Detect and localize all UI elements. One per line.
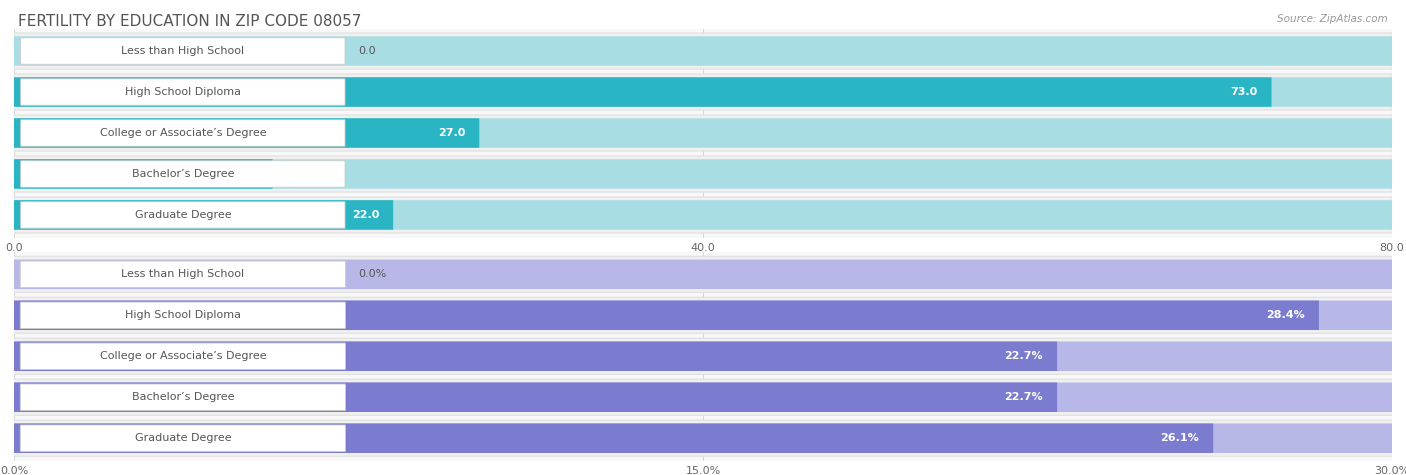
- FancyBboxPatch shape: [14, 36, 1392, 66]
- FancyBboxPatch shape: [21, 38, 344, 64]
- Text: Graduate Degree: Graduate Degree: [135, 433, 231, 443]
- FancyBboxPatch shape: [20, 384, 346, 410]
- FancyBboxPatch shape: [20, 343, 346, 370]
- FancyBboxPatch shape: [14, 301, 1319, 330]
- FancyBboxPatch shape: [14, 423, 1392, 453]
- FancyBboxPatch shape: [14, 77, 1271, 107]
- Text: High School Diploma: High School Diploma: [125, 310, 240, 320]
- Text: Less than High School: Less than High School: [121, 46, 245, 56]
- FancyBboxPatch shape: [14, 156, 1392, 192]
- FancyBboxPatch shape: [14, 382, 1057, 412]
- FancyBboxPatch shape: [14, 115, 1392, 151]
- FancyBboxPatch shape: [20, 261, 346, 287]
- FancyBboxPatch shape: [14, 342, 1392, 371]
- Text: 15.0: 15.0: [232, 169, 259, 179]
- Text: Bachelor’s Degree: Bachelor’s Degree: [132, 392, 235, 402]
- FancyBboxPatch shape: [14, 159, 1392, 189]
- FancyBboxPatch shape: [14, 77, 1392, 107]
- FancyBboxPatch shape: [14, 259, 1392, 289]
- Text: 22.7%: 22.7%: [1004, 351, 1043, 361]
- Text: 73.0: 73.0: [1230, 87, 1257, 97]
- FancyBboxPatch shape: [13, 256, 1393, 292]
- FancyBboxPatch shape: [14, 118, 479, 148]
- Text: 22.0: 22.0: [352, 210, 380, 220]
- FancyBboxPatch shape: [13, 379, 1393, 415]
- FancyBboxPatch shape: [21, 79, 344, 105]
- Text: Less than High School: Less than High School: [121, 269, 245, 279]
- FancyBboxPatch shape: [20, 425, 346, 451]
- Text: FERTILITY BY EDUCATION IN ZIP CODE 08057: FERTILITY BY EDUCATION IN ZIP CODE 08057: [18, 14, 361, 29]
- FancyBboxPatch shape: [13, 338, 1393, 374]
- FancyBboxPatch shape: [13, 297, 1393, 333]
- FancyBboxPatch shape: [14, 159, 273, 189]
- FancyBboxPatch shape: [13, 420, 1393, 456]
- Text: 0.0: 0.0: [359, 46, 377, 56]
- FancyBboxPatch shape: [14, 74, 1392, 110]
- Text: College or Associate’s Degree: College or Associate’s Degree: [100, 351, 266, 361]
- FancyBboxPatch shape: [14, 118, 1392, 148]
- FancyBboxPatch shape: [21, 161, 344, 187]
- Text: Graduate Degree: Graduate Degree: [135, 210, 231, 220]
- FancyBboxPatch shape: [14, 200, 394, 230]
- FancyBboxPatch shape: [14, 423, 1213, 453]
- FancyBboxPatch shape: [14, 382, 1392, 412]
- FancyBboxPatch shape: [14, 33, 1392, 69]
- FancyBboxPatch shape: [20, 302, 346, 329]
- Text: College or Associate’s Degree: College or Associate’s Degree: [100, 128, 266, 138]
- Text: Source: ZipAtlas.com: Source: ZipAtlas.com: [1277, 14, 1388, 24]
- FancyBboxPatch shape: [14, 301, 1392, 330]
- Text: High School Diploma: High School Diploma: [125, 87, 240, 97]
- Text: 28.4%: 28.4%: [1265, 310, 1305, 320]
- Text: 0.0%: 0.0%: [359, 269, 387, 279]
- Text: 27.0: 27.0: [437, 128, 465, 138]
- Text: Bachelor’s Degree: Bachelor’s Degree: [132, 169, 235, 179]
- FancyBboxPatch shape: [14, 197, 1392, 233]
- FancyBboxPatch shape: [21, 120, 344, 146]
- Text: 26.1%: 26.1%: [1160, 433, 1199, 443]
- FancyBboxPatch shape: [14, 342, 1057, 371]
- FancyBboxPatch shape: [21, 202, 344, 228]
- Text: 22.7%: 22.7%: [1004, 392, 1043, 402]
- FancyBboxPatch shape: [14, 200, 1392, 230]
